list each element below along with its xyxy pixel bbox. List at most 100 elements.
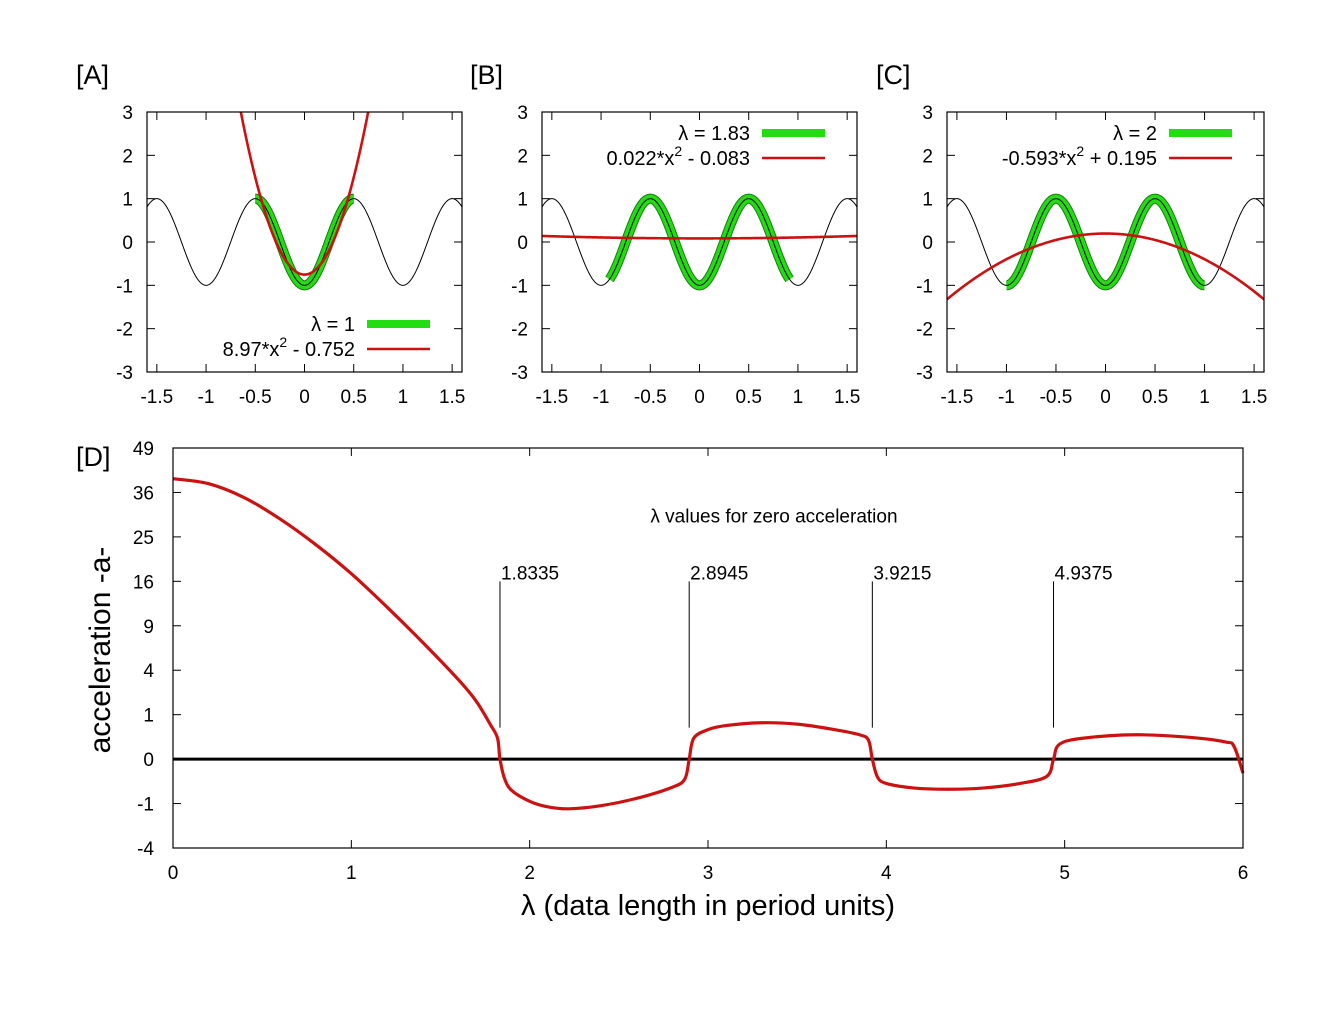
x-tick-label: 1.5 bbox=[439, 387, 465, 408]
x-tick-label: 1 bbox=[1199, 387, 1210, 408]
y-tick-label: 16 bbox=[133, 572, 154, 593]
y-tick-label: 0 bbox=[122, 233, 133, 254]
y-tick-label: 2 bbox=[517, 146, 528, 167]
x-tick-label: 0 bbox=[1100, 387, 1111, 408]
legend-fit-tail: + 0.195 bbox=[1084, 148, 1157, 170]
legend-fit-sup: 2 bbox=[1076, 143, 1084, 159]
signal-line bbox=[947, 198, 1264, 286]
quadratic-fit-line bbox=[947, 232, 1264, 301]
y-tick-label: 1 bbox=[517, 190, 528, 211]
x-tick-label: 1 bbox=[346, 863, 357, 884]
plot-frame bbox=[946, 111, 1265, 373]
y-tick-label: 9 bbox=[143, 617, 154, 638]
y-tick-label: -3 bbox=[511, 363, 528, 384]
fit-window-line bbox=[255, 194, 354, 290]
legend-fit-tail: - 0.083 bbox=[682, 148, 750, 170]
y-axis-title: acceleration -a- bbox=[84, 547, 117, 754]
legend-fit-sup: 2 bbox=[279, 334, 287, 350]
x-axis-title: λ (data length in period units) bbox=[521, 890, 895, 922]
y-tick-label: 3 bbox=[922, 103, 933, 124]
x-tick-label: 4 bbox=[881, 863, 892, 884]
x-tick-label: 0.5 bbox=[341, 387, 367, 408]
fit-window-center bbox=[609, 198, 790, 286]
legend-fit-main: 0.022*x bbox=[607, 148, 675, 170]
y-tick-label: 1 bbox=[143, 706, 154, 727]
y-tick-label: -3 bbox=[116, 363, 133, 384]
y-tick-label: -1 bbox=[511, 276, 528, 297]
panel-label: [B] bbox=[470, 60, 503, 90]
x-tick-label: 0 bbox=[168, 863, 179, 884]
y-tick-label: -1 bbox=[137, 795, 154, 816]
legend-fit-tail: - 0.752 bbox=[287, 339, 355, 361]
panel-label: [A] bbox=[76, 60, 109, 90]
legend-label-window: λ = 1 bbox=[311, 314, 355, 336]
x-tick-label: -1.5 bbox=[140, 387, 173, 408]
legend-fit-main: 8.97*x bbox=[223, 339, 280, 361]
panel-label: [D] bbox=[76, 442, 111, 472]
y-tick-label: -2 bbox=[916, 320, 933, 341]
x-tick-label: 5 bbox=[1059, 863, 1070, 884]
quadratic-fit-line bbox=[239, 112, 370, 276]
x-tick-label: 1.5 bbox=[834, 387, 860, 408]
plot-area bbox=[542, 193, 857, 291]
x-tick-label: -0.5 bbox=[239, 387, 272, 408]
x-tick-label: -1 bbox=[593, 387, 610, 408]
y-tick-label: 4 bbox=[143, 661, 154, 682]
annotation-title: λ values for zero acceleration bbox=[650, 506, 897, 527]
y-tick-label: 25 bbox=[133, 528, 154, 549]
legend-label-window: λ = 1.83 bbox=[678, 123, 750, 145]
y-tick-label: 0 bbox=[922, 233, 933, 254]
x-tick-label: -1.5 bbox=[941, 387, 974, 408]
plot-frame bbox=[146, 111, 463, 373]
zero-crossing-label: 1.8335 bbox=[501, 563, 559, 584]
fit-window-center bbox=[255, 198, 354, 286]
fit-window-line bbox=[606, 194, 793, 290]
x-tick-label: 0.5 bbox=[1142, 387, 1168, 408]
y-tick-label: 3 bbox=[122, 103, 133, 124]
fit-window-outline bbox=[1006, 193, 1205, 291]
legend-label-fit: -0.593*x2 + 0.195 bbox=[1002, 143, 1157, 170]
fit-window-center bbox=[1006, 198, 1205, 286]
x-tick-label: -1.5 bbox=[535, 387, 568, 408]
x-tick-label: -1 bbox=[198, 387, 215, 408]
y-tick-label: 0 bbox=[143, 750, 154, 771]
plot-area bbox=[147, 112, 462, 291]
y-tick-label: 36 bbox=[133, 483, 154, 504]
y-tick-label: -1 bbox=[116, 276, 133, 297]
x-tick-label: 0 bbox=[694, 387, 705, 408]
panel-label: [C] bbox=[876, 60, 911, 90]
y-tick-label: -3 bbox=[916, 363, 933, 384]
x-tick-label: 2 bbox=[524, 863, 535, 884]
x-tick-label: 1 bbox=[793, 387, 804, 408]
x-tick-label: 3 bbox=[703, 863, 714, 884]
plot-frame bbox=[172, 447, 1244, 849]
quadratic-fit-line bbox=[542, 234, 857, 240]
panel-d: [D] 0 1 2 3 4 5 6 49 36 25 16 9 4 1 0 -1 -4 1.8335 2.8945 3.… bbox=[76, 439, 1248, 922]
legend-label-window: λ = 2 bbox=[1113, 123, 1157, 145]
plot-frame bbox=[541, 111, 858, 373]
y-tick-label: -4 bbox=[137, 839, 154, 860]
plot-area bbox=[947, 193, 1264, 301]
x-tick-label: -0.5 bbox=[1040, 387, 1073, 408]
y-tick-label: 2 bbox=[122, 146, 133, 167]
y-tick-label: 1 bbox=[122, 190, 133, 211]
x-tick-label: 0.5 bbox=[736, 387, 762, 408]
y-tick-label: -2 bbox=[116, 320, 133, 341]
y-tick-label: 0 bbox=[517, 233, 528, 254]
x-tick-label: -1 bbox=[998, 387, 1015, 408]
x-tick-label: 0 bbox=[299, 387, 310, 408]
y-tick-label: -1 bbox=[916, 276, 933, 297]
x-tick-label: -0.5 bbox=[634, 387, 667, 408]
y-tick-label: 2 bbox=[922, 146, 933, 167]
zero-crossing-label: 2.8945 bbox=[690, 563, 748, 584]
y-tick-label: 3 bbox=[517, 103, 528, 124]
legend-fit-main: -0.593*x bbox=[1002, 148, 1077, 170]
y-tick-label: -2 bbox=[511, 320, 528, 341]
legend-label-fit: 0.022*x2 - 0.083 bbox=[607, 143, 750, 170]
zero-crossing-label: 4.9375 bbox=[1055, 563, 1113, 584]
acceleration-curve bbox=[172, 477, 1245, 811]
signal-line bbox=[542, 198, 857, 286]
